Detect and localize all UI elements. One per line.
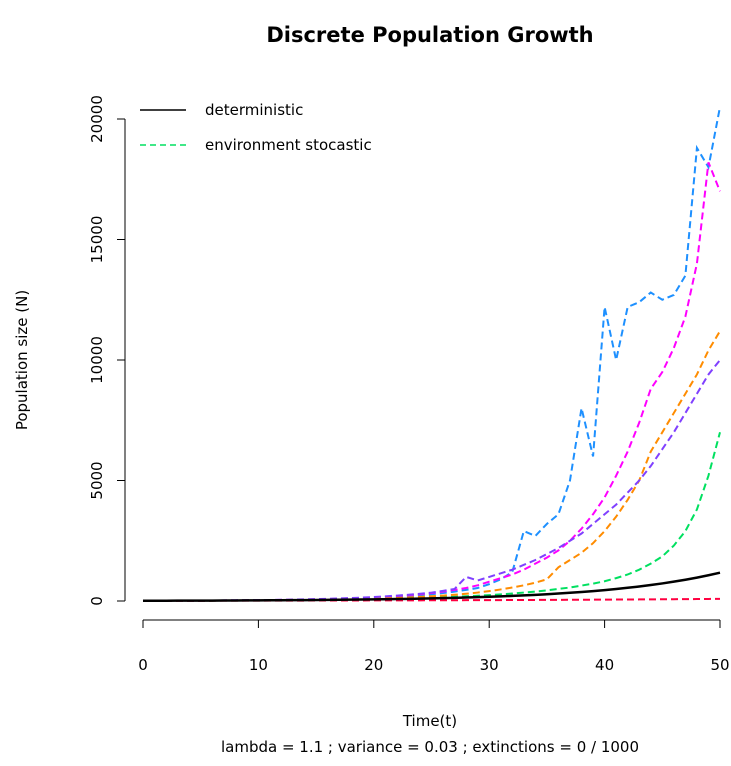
x-tick-label: 0: [138, 656, 148, 674]
x-tick-label: 30: [480, 656, 499, 674]
x-tick-label: 20: [364, 656, 383, 674]
chart-title: Discrete Population Growth: [266, 23, 593, 47]
x-axis-label: Time(t): [402, 712, 457, 730]
y-tick-label: 0: [88, 596, 106, 606]
y-tick-label: 5000: [88, 461, 106, 499]
legend-label: deterministic: [205, 101, 303, 119]
y-tick-label: 20000: [88, 95, 106, 143]
x-tick-label: 50: [710, 656, 729, 674]
x-tick-label: 10: [249, 656, 268, 674]
series-line: [142, 432, 721, 602]
y-tick-label: 10000: [88, 336, 106, 384]
subtitle: lambda = 1.1 ; variance = 0.03 ; extinct…: [221, 738, 639, 756]
series-line: [142, 162, 721, 602]
series-line: [142, 330, 721, 602]
series-line: [142, 359, 721, 602]
y-tick-label: 15000: [88, 216, 106, 264]
legend-label: environment stocastic: [205, 136, 372, 154]
series-line: [143, 597, 721, 602]
series-line: [142, 106, 721, 602]
series-line: [142, 571, 721, 603]
y-axis-label: Population size (N): [13, 290, 31, 430]
x-tick-label: 40: [595, 656, 614, 674]
